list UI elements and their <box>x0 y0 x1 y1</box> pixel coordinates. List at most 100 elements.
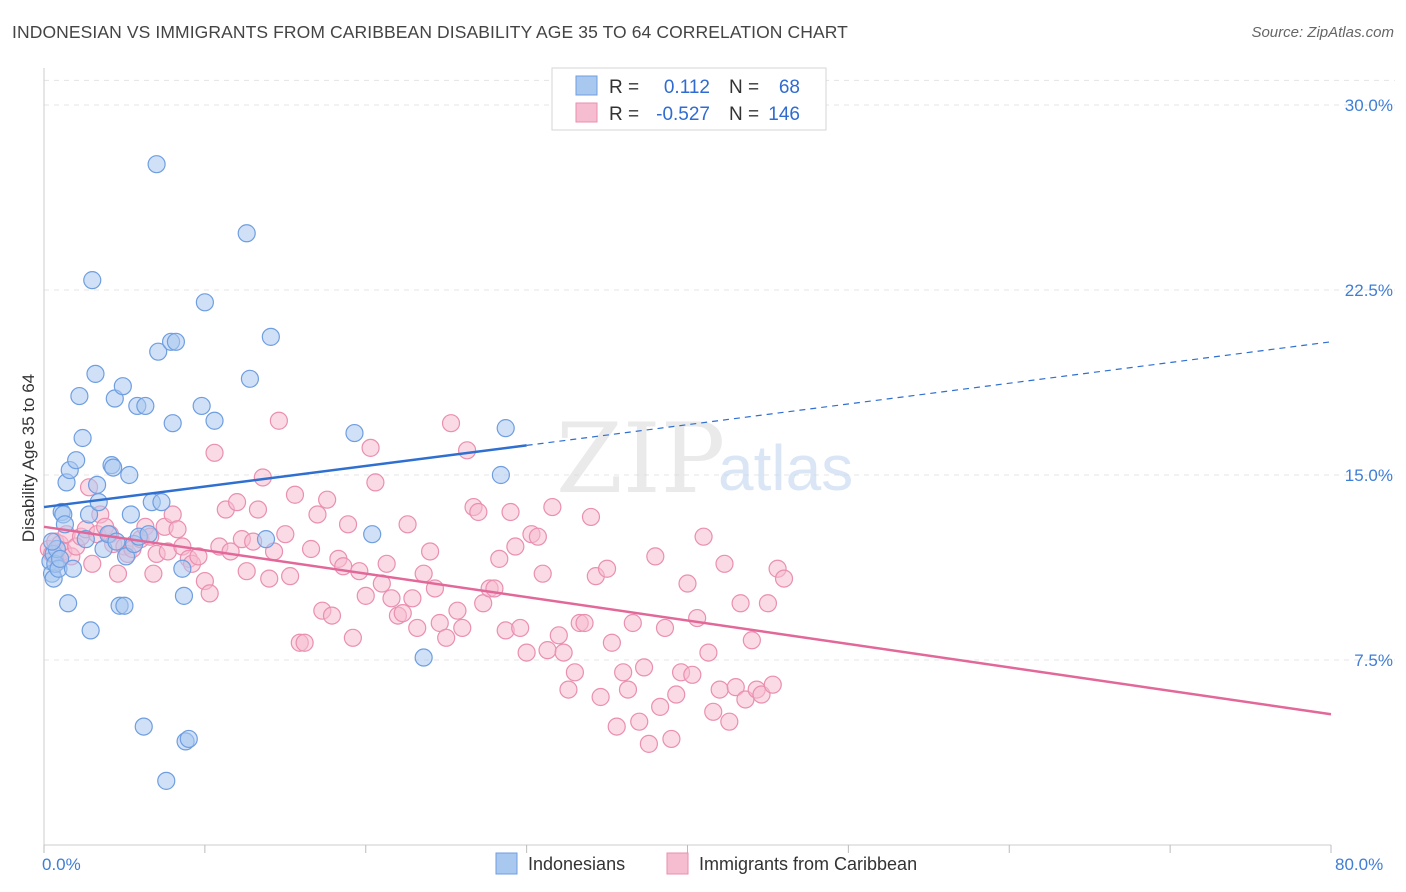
indonesian-point <box>134 717 153 736</box>
watermark-atlas: atlas <box>718 432 853 504</box>
y-axis-tick-labels: 7.5% 15.0% 22.5% 30.0% <box>1345 96 1393 670</box>
caribbean-point <box>269 411 288 430</box>
caribbean-point <box>710 680 729 699</box>
caribbean-point <box>618 680 638 699</box>
x-tick-label-min: 0.0% <box>42 855 81 874</box>
caribbean-point <box>276 525 295 544</box>
caribbean-point <box>189 547 208 566</box>
caribbean-point <box>543 497 562 517</box>
indonesian-point <box>136 396 155 416</box>
x-axis-ticks <box>43 845 1332 853</box>
y-tick-label: 7.5% <box>1354 651 1393 670</box>
caribbean-point <box>281 567 300 586</box>
caribbean-point <box>549 626 568 645</box>
caribbean-point <box>763 675 782 694</box>
caribbean-point <box>108 564 128 583</box>
caribbean-point <box>731 594 750 613</box>
caribbean-point <box>308 505 327 524</box>
caribbean-point <box>227 493 247 512</box>
indonesian-point <box>179 729 198 749</box>
chart-source: Source: ZipAtlas.com <box>1251 24 1394 41</box>
caribbean-point <box>623 613 642 633</box>
caribbean-point <box>260 569 279 588</box>
caribbean-point <box>554 643 573 662</box>
caribbean-point <box>607 717 626 736</box>
caribbean-trend-line <box>43 525 1332 716</box>
series-legend-swatch-caribbean <box>666 852 689 875</box>
caribbean-point <box>403 589 422 608</box>
caribbean-point <box>614 663 633 682</box>
caribbean-point <box>678 574 697 593</box>
caribbean-point <box>517 643 536 662</box>
indonesian-point <box>76 530 95 549</box>
legend-r-value-1: 0.112 <box>664 77 710 98</box>
series-legend-swatch-indonesians <box>495 852 518 875</box>
y-tick-label: 22.5% <box>1345 281 1393 300</box>
indonesian-point <box>496 419 515 438</box>
caribbean-point <box>565 663 584 682</box>
caribbean-point <box>581 507 601 527</box>
caribbean-point <box>437 628 456 647</box>
caribbean-point <box>758 594 778 613</box>
indonesian-points <box>41 155 515 790</box>
caribbean-point <box>421 542 440 561</box>
caribbean-point <box>511 618 530 638</box>
indonesian-point <box>147 155 166 174</box>
caribbean-point <box>490 549 509 568</box>
caribbean-point <box>398 515 417 534</box>
y-tick-label: 15.0% <box>1345 466 1393 485</box>
caribbean-point <box>683 665 702 684</box>
caribbean-point <box>646 547 665 566</box>
stats-legend-box <box>551 67 827 131</box>
stats-legend: R = 0.112 N = 68 R = -0.527 N = 146 <box>551 67 827 131</box>
watermark-zip: ZIP <box>556 403 725 515</box>
indonesian-point <box>104 458 123 477</box>
indonesian-point <box>113 377 132 396</box>
trend-lines <box>43 341 1332 716</box>
x-tick-label-max: 80.0% <box>1335 855 1383 874</box>
watermark: ZIP atlas <box>556 403 853 515</box>
caribbean-point <box>591 687 610 707</box>
y-tick-label: 30.0% <box>1345 96 1393 115</box>
caribbean-point <box>655 618 675 638</box>
indonesian-point <box>363 525 382 544</box>
caribbean-point <box>528 527 547 546</box>
caribbean-point <box>720 712 739 731</box>
indonesian-point <box>345 423 364 443</box>
series-legend: Indonesians Immigrants from Caribbean <box>495 852 917 875</box>
indonesian-point <box>87 475 107 494</box>
caribbean-point <box>639 734 658 753</box>
indonesian-point <box>163 414 182 433</box>
legend-r-label-2: R = <box>609 104 639 125</box>
caribbean-point <box>448 601 467 620</box>
chart-title: INDONESIAN VS IMMIGRANTS FROM CARIBBEAN … <box>12 22 848 42</box>
indonesian-point <box>491 465 510 485</box>
caribbean-point <box>377 554 396 573</box>
caribbean-point <box>538 641 557 660</box>
indonesian-point <box>240 369 260 388</box>
caribbean-point <box>458 441 477 460</box>
caribbean-point <box>699 643 718 662</box>
caribbean-point <box>248 500 268 519</box>
caribbean-point <box>597 559 617 578</box>
caribbean-point <box>715 554 734 573</box>
caribbean-point <box>441 414 461 433</box>
indonesian-point <box>115 596 134 615</box>
legend-n-label-1: N = <box>729 77 759 98</box>
legend-r-value-2: -0.527 <box>656 104 710 125</box>
caribbean-point <box>205 443 224 462</box>
caribbean-point <box>651 697 670 716</box>
caribbean-point <box>630 712 649 731</box>
caribbean-point <box>361 438 380 457</box>
caribbean-point <box>356 586 375 605</box>
caribbean-point <box>694 527 713 546</box>
indonesian-point <box>42 532 62 551</box>
indonesian-point <box>50 549 70 568</box>
caribbean-point <box>285 485 305 504</box>
indonesian-point <box>59 594 78 613</box>
indonesian-point <box>121 505 140 524</box>
caribbean-point <box>200 584 219 603</box>
indonesian-point <box>195 293 214 312</box>
caribbean-point <box>575 613 594 633</box>
indonesian-point <box>81 621 100 640</box>
